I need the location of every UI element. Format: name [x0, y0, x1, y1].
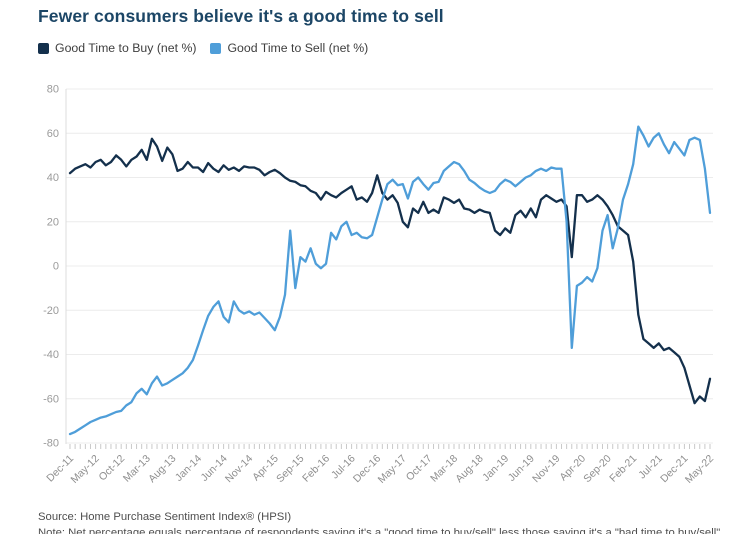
- y-tick-label: 0: [53, 261, 59, 273]
- y-tick-label: -20: [43, 305, 59, 317]
- x-tick-label: Aug-13: [146, 453, 179, 486]
- x-tick-label: Sep-15: [274, 453, 307, 486]
- y-tick-label: 80: [47, 84, 59, 96]
- buy-line-series: [68, 137, 712, 405]
- x-tick-label: Aug-18: [453, 453, 486, 486]
- y-tick-label: 20: [47, 216, 59, 228]
- x-tick-label: Feb-16: [300, 453, 332, 485]
- x-axis-labels: Dec-11May-12Oct-12Mar-13Aug-13Jan-14Jun-…: [44, 453, 716, 486]
- x-tick-label: Nov-14: [223, 453, 256, 486]
- legend-item-buy: Good Time to Buy (net %): [38, 41, 196, 55]
- y-axis-labels: 80 60 40 20 0 -20 -40 -60 -80: [43, 84, 59, 450]
- legend-label-buy: Good Time to Buy (net %): [55, 41, 197, 55]
- x-tick-label: Sep-20: [581, 453, 614, 486]
- y-tick-label: 60: [47, 128, 59, 140]
- x-tick-label: Nov-19: [530, 453, 563, 486]
- x-tick-label: Jan-19: [480, 453, 511, 484]
- legend-item-sell: Good Time to Sell (net %): [210, 41, 368, 55]
- source-text: Source: Home Purchase Sentiment Index® (…: [38, 511, 292, 523]
- gridlines: [66, 88, 713, 444]
- x-tick-label: May-22: [683, 453, 716, 486]
- x-tick-label: Jan-14: [173, 453, 204, 484]
- buy-series-swatch: [38, 42, 49, 54]
- legend: Good Time to Buy (net %) Good Time to Se…: [38, 41, 368, 55]
- note-text: Note: Net percentage equals percentage o…: [38, 527, 721, 534]
- y-tick-label: -40: [43, 349, 59, 361]
- y-tick-label: 40: [47, 172, 59, 184]
- y-tick-label: -60: [43, 393, 59, 405]
- sell-series-swatch: [210, 42, 222, 54]
- x-tick-label: May-17: [376, 453, 409, 486]
- x-axis-ticks: [69, 444, 711, 449]
- chart-title: Fewer consumers believe it's a good time…: [38, 6, 444, 26]
- y-tick-label: -80: [43, 438, 59, 450]
- x-tick-label: Feb-21: [607, 453, 639, 485]
- sell-line-series: [68, 125, 712, 436]
- legend-label-sell: Good Time to Sell (net %): [227, 41, 369, 55]
- x-tick-label: May-12: [68, 453, 101, 486]
